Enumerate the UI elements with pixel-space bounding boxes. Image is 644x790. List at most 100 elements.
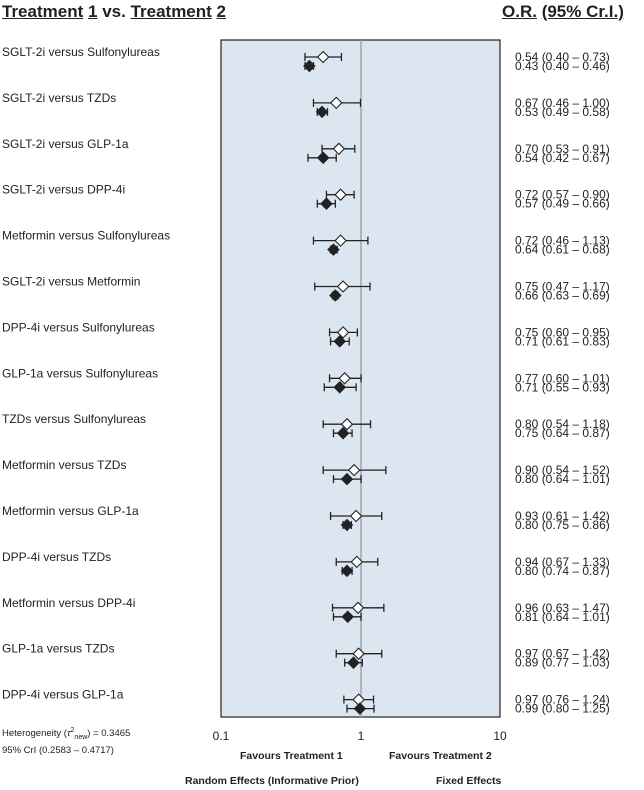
random-or-text: 0.97 (0.67 – 1.42) — [515, 647, 610, 661]
row-label: SGLT-2i versus TZDs — [2, 91, 116, 105]
fixed-or-text: 0.71 (0.61 – 0.83) — [515, 334, 610, 348]
row-label: Metformin versus TZDs — [2, 458, 126, 472]
fixed-or-text: 0.71 (0.55 – 0.93) — [515, 380, 610, 394]
favours-treatment-2: Favours Treatment 2 — [389, 750, 492, 762]
fixed-or-text: 0.57 (0.49 – 0.66) — [515, 197, 610, 211]
fixed-effect-diamond — [333, 335, 347, 348]
row-4: SGLT-2i versus DPP-4i 0.72 (0.57 – 0.90)0… — [2, 183, 610, 211]
row-label: DPP-4i versus TZDs — [2, 550, 111, 564]
random-or-text: 0.96 (0.63 – 1.47) — [515, 601, 610, 615]
tau-superscript: 2 — [70, 727, 75, 734]
fixed-effect-diamond — [316, 151, 330, 165]
fixed-or-text: 0.80 (0.64 – 1.01) — [515, 472, 610, 486]
row-11: Metformin versus GLP-1a 0.93 (0.61 – 1.42… — [2, 504, 610, 532]
row-5: Metformin versus Sulfonylureas 0.72 (0.46… — [2, 229, 610, 257]
header-treatment-1-number: 1 — [87, 2, 98, 21]
row-2: SGLT-2i versus TZDs 0.67 (0.46 – 1.00)0.5… — [2, 91, 610, 119]
fixed-or-text: 0.75 (0.64 – 0.87) — [515, 426, 610, 440]
random-effect-diamond — [340, 417, 354, 431]
row-label: Metformin versus GLP-1a — [2, 504, 139, 518]
fixed-effect-diamond — [353, 702, 367, 715]
random-or-text: 0.54 (0.40 – 0.73) — [515, 50, 610, 64]
header-or: O.R. — [502, 2, 537, 21]
random-or-text: 0.93 (0.61 – 1.42) — [515, 509, 610, 523]
rows-layer: SGLT-2i versus Sulfonylureas 0.54 (0.40 –… — [2, 45, 610, 716]
fixed-effect-diamond — [347, 656, 360, 669]
row-label: TZDs versus Sulfonylureas — [2, 412, 146, 426]
fixed-effect-diamond — [303, 59, 316, 73]
row-8: GLP-1a versus Sulfonylureas 0.77 (0.60 – … — [2, 366, 610, 394]
random-effect-diamond — [350, 555, 364, 569]
row-13: Metformin versus DPP-4i 0.96 (0.63 – 1.47… — [2, 596, 610, 624]
row-3: SGLT-2i versus GLP-1a 0.70 (0.53 – 0.91)0… — [2, 137, 610, 165]
row-label: SGLT-2i versus GLP-1a — [2, 137, 129, 151]
random-or-text: 0.97 (0.76 – 1.24) — [515, 693, 610, 707]
random-effect-diamond — [347, 463, 361, 477]
random-or-text: 0.80 (0.54 – 1.18) — [515, 417, 610, 431]
header-left: Treatment 1 vs. Treatment 2 — [2, 2, 226, 22]
row-label: GLP-1a versus Sulfonylureas — [2, 366, 158, 380]
legend-fixed-effects: Fixed Effects — [436, 775, 502, 787]
row-7: DPP-4i versus Sulfonylureas 0.75 (0.60 – … — [2, 320, 610, 348]
random-effect-diamond — [332, 142, 346, 156]
row-label: SGLT-2i versus Metformin — [2, 275, 140, 289]
row-label: Metformin versus DPP-4i — [2, 596, 135, 610]
random-effect-diamond — [349, 509, 363, 523]
fixed-or-text: 0.66 (0.63 – 0.69) — [515, 289, 610, 303]
random-or-text: 0.77 (0.60 – 1.01) — [515, 371, 610, 385]
row-label: GLP-1a versus TZDs — [2, 642, 114, 656]
fixed-effect-diamond — [340, 518, 354, 532]
heterogeneity-line-1: Heterogeneity (τ2new) = 0.3465 — [2, 724, 130, 744]
random-effect-diamond — [334, 234, 347, 247]
random-or-text: 0.67 (0.46 – 1.00) — [515, 96, 610, 110]
random-effect-diamond — [334, 188, 347, 201]
random-effect-diamond — [336, 280, 350, 293]
x-tick-1: 1 — [358, 729, 365, 743]
heterogeneity-suffix: ) = 0.3465 — [87, 728, 131, 740]
random-effect-diamond — [329, 96, 343, 110]
row-9: TZDs versus Sulfonylureas 0.80 (0.54 – 1.… — [2, 412, 610, 440]
header-treatment-1-word: Treatment — [2, 2, 84, 21]
random-or-text: 0.72 (0.57 – 0.90) — [515, 188, 610, 202]
random-effect-diamond — [336, 326, 350, 339]
random-or-text: 0.72 (0.46 – 1.13) — [515, 234, 610, 248]
random-effect-diamond — [338, 372, 351, 385]
heterogeneity-note: Heterogeneity (τ2new) = 0.3465 95% CrI (… — [2, 724, 130, 757]
fixed-or-text: 0.53 (0.49 – 0.58) — [515, 105, 610, 119]
row-10: Metformin versus TZDs 0.90 (0.54 – 1.52)0… — [2, 458, 610, 486]
fixed-or-text: 0.64 (0.61 – 0.68) — [515, 243, 610, 257]
random-effect-diamond — [352, 647, 365, 660]
x-tick-10: 10 — [493, 729, 507, 743]
fixed-effect-diamond — [329, 289, 342, 302]
fixed-or-text: 0.89 (0.77 – 1.03) — [515, 656, 610, 670]
row-label: DPP-4i versus GLP-1a — [2, 688, 124, 702]
row-label: SGLT-2i versus Sulfonylureas — [2, 45, 160, 59]
random-or-text: 0.75 (0.60 – 0.95) — [515, 325, 610, 339]
row-label: Metformin versus Sulfonylureas — [2, 229, 170, 243]
favours-treatment-1: Favours Treatment 1 — [240, 750, 343, 762]
row-15: DPP-4i versus GLP-1a 0.97 (0.76 – 1.24)0.… — [2, 688, 610, 716]
header-vs: vs. — [102, 2, 126, 21]
legend-random-effects: Random Effects (Informative Prior) — [185, 775, 359, 787]
header-treatment-2-word: Treatment — [130, 2, 212, 21]
tau-symbol: τ — [66, 728, 71, 740]
random-or-text: 0.70 (0.53 – 0.91) — [515, 142, 610, 156]
fixed-or-text: 0.99 (0.80 – 1.25) — [515, 702, 610, 716]
fixed-effect-diamond — [320, 197, 333, 210]
fixed-effect-diamond — [341, 610, 355, 624]
fixed-effect-diamond — [340, 472, 354, 486]
fixed-effect-diamond — [327, 243, 340, 256]
fixed-or-text: 0.43 (0.40 – 0.46) — [515, 59, 610, 73]
row-1: SGLT-2i versus Sulfonylureas 0.54 (0.40 –… — [2, 45, 610, 73]
fixed-or-text: 0.81 (0.64 – 1.01) — [515, 610, 610, 624]
random-effect-diamond — [351, 601, 365, 615]
fixed-or-text: 0.80 (0.75 – 0.86) — [515, 518, 610, 532]
row-14: GLP-1a versus TZDs 0.97 (0.67 – 1.42)0.89… — [2, 642, 610, 670]
x-tick-0.1: 0.1 — [213, 729, 230, 743]
random-effect-diamond — [316, 50, 330, 64]
heterogeneity-line-2: 95% CrI (0.2583 – 0.4717) — [2, 745, 114, 757]
tau-subscript: new — [74, 734, 88, 742]
fixed-or-text: 0.80 (0.74 – 0.87) — [515, 564, 610, 578]
fixed-effect-diamond — [340, 564, 354, 578]
